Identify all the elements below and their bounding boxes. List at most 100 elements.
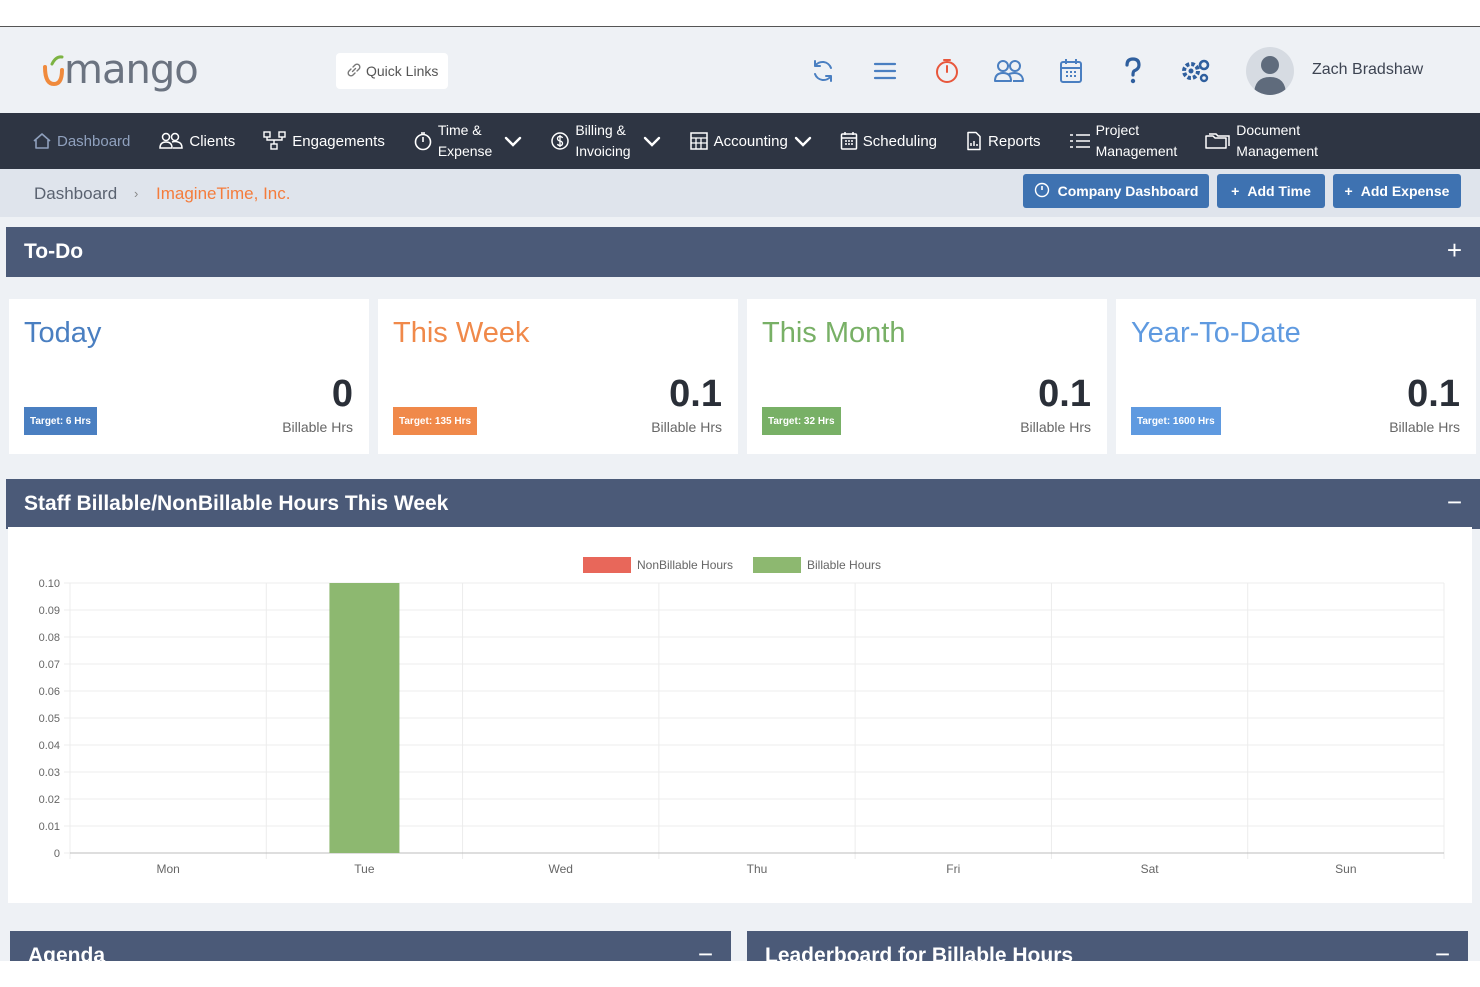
y-tick-label: 0.04	[39, 740, 60, 752]
nav-billing-line1: Billing &	[575, 122, 626, 138]
nav-billing-invoicing-label: Billing & Invoicing	[575, 120, 630, 162]
y-tick-label: 0.08	[39, 632, 60, 644]
collapse-icon[interactable]: −	[1434, 939, 1450, 961]
add-time-button[interactable]: + Add Time	[1217, 174, 1325, 208]
breadcrumb-home-link[interactable]: Dashboard	[34, 184, 118, 203]
add-time-label: Add Time	[1247, 183, 1311, 199]
collapse-icon[interactable]: −	[697, 939, 713, 961]
x-tick-label: Sun	[1335, 862, 1356, 876]
y-tick-label: 0.09	[39, 605, 60, 617]
y-tick-label: 0.05	[39, 713, 60, 725]
breadcrumb-current-company[interactable]: ImagineTime, Inc.	[156, 184, 291, 203]
calendar-icon[interactable]	[1048, 51, 1094, 91]
nav-accounting-label: Accounting	[713, 132, 788, 150]
stat-card-this-week: This Week Target: 135 Hrs 0.1 Billable H…	[378, 299, 738, 454]
legend-label: NonBillable Hours	[637, 558, 733, 572]
collapse-icon[interactable]: −	[1446, 487, 1462, 517]
chevron-down-icon[interactable]	[504, 135, 522, 147]
legend-swatch	[583, 557, 631, 573]
link-icon	[346, 62, 362, 81]
nav-time-expense[interactable]: Time & Expense	[413, 120, 522, 162]
x-tick-label: Wed	[548, 862, 572, 876]
quick-links-label: Quick Links	[366, 63, 439, 79]
x-tick-label: Sat	[1141, 862, 1160, 876]
y-tick-label: 0	[54, 848, 60, 860]
x-tick-label: Fri	[946, 862, 960, 876]
nav-project-management[interactable]: Project Management	[1069, 120, 1177, 162]
plus-icon: +	[1344, 183, 1353, 199]
card-title: Today	[24, 317, 102, 349]
quick-links-button[interactable]: Quick Links	[336, 53, 449, 89]
nav-clients[interactable]: Clients	[158, 132, 235, 150]
home-icon	[32, 132, 52, 150]
nav-reports-label: Reports	[988, 132, 1041, 150]
staff-hours-chart-area: 0 0.01 0.02 0.03 0.04 0.05 0.06 0.07 0.08 0.09 0.1…	[8, 527, 1472, 903]
logo-text: mango	[64, 47, 199, 93]
billable-hours-unit: Billable Hrs	[1020, 419, 1091, 435]
nav-accounting[interactable]: Accounting	[689, 131, 812, 151]
x-tick-label: Thu	[747, 862, 768, 876]
card-title: This Month	[762, 317, 906, 349]
nav-scheduling-label: Scheduling	[862, 132, 938, 150]
nav-document-management[interactable]: Document Management	[1205, 120, 1318, 162]
help-icon[interactable]	[1110, 51, 1156, 91]
add-expense-button[interactable]: + Add Expense	[1333, 174, 1461, 208]
chevron-down-icon[interactable]	[794, 135, 812, 147]
report-icon	[965, 131, 983, 151]
task-list-icon	[1069, 132, 1091, 150]
target-badge: Target: 135 Hrs	[393, 407, 478, 435]
nav-time-expense-label: Time & Expense	[438, 120, 492, 162]
settings-icon[interactable]	[1172, 51, 1218, 91]
nav-billing-invoicing[interactable]: Billing & Invoicing	[550, 120, 660, 162]
leaderboard-panel-header[interactable]: Leaderboard for Billable Hours −	[747, 931, 1468, 961]
nav-engagements-label: Engagements	[292, 132, 385, 150]
company-dashboard-button[interactable]: Company Dashboard	[1023, 174, 1209, 208]
menu-icon[interactable]	[862, 51, 908, 91]
nav-project-line1: Project	[1095, 122, 1140, 138]
refresh-icon[interactable]	[800, 51, 846, 91]
leaderboard-title: Leaderboard for Billable Hours	[765, 944, 1074, 961]
timer-icon[interactable]	[924, 51, 970, 91]
nav-dashboard[interactable]: Dashboard	[32, 132, 130, 150]
mango-logo[interactable]: mango	[40, 47, 199, 93]
staff-hours-panel-header[interactable]: Staff Billable/NonBillable Hours This We…	[6, 479, 1480, 529]
mango-logo-mark-icon	[40, 50, 66, 90]
folder-icon	[1205, 131, 1231, 151]
nav-time-expense-line1: Time &	[437, 122, 482, 138]
billable-hours-unit: Billable Hrs	[1389, 419, 1460, 435]
nav-document-management-label: Document Management	[1236, 120, 1318, 162]
users-icon[interactable]	[986, 51, 1032, 91]
expand-icon[interactable]: +	[1446, 235, 1462, 265]
target-badge: Target: 6 Hrs	[24, 407, 97, 435]
y-tick-label: 0.03	[39, 767, 60, 779]
user-avatar[interactable]	[1246, 47, 1294, 95]
billable-hours-value: 0.1	[1038, 373, 1091, 415]
nav-dashboard-label: Dashboard	[57, 132, 131, 150]
nav-engagements[interactable]: Engagements	[263, 131, 385, 151]
legend-swatch	[753, 557, 801, 573]
clients-icon	[158, 132, 184, 150]
x-tick-label: Mon	[156, 862, 179, 876]
y-tick-label: 0.07	[39, 659, 60, 671]
user-name[interactable]: Zach Bradshaw	[1312, 61, 1424, 78]
legend-label: Billable Hours	[807, 558, 881, 572]
stat-card-today: Today Target: 6 Hrs 0 Billable Hrs	[9, 299, 369, 454]
calculator-icon	[689, 131, 709, 151]
nav-scheduling[interactable]: Scheduling	[840, 131, 937, 151]
staff-hours-title: Staff Billable/NonBillable Hours This We…	[24, 492, 449, 515]
agenda-panel-header[interactable]: Agenda −	[10, 931, 731, 961]
nav-clients-label: Clients	[189, 132, 236, 150]
todo-panel-header[interactable]: To-Do +	[6, 227, 1480, 277]
target-badge: Target: 32 Hrs	[762, 407, 841, 435]
dashboard-gauge-icon	[1034, 182, 1050, 201]
schedule-icon	[840, 131, 858, 151]
engagements-icon	[263, 131, 287, 151]
y-tick-label: 0.01	[39, 821, 60, 833]
chevron-down-icon[interactable]	[643, 135, 661, 147]
agenda-title: Agenda	[28, 944, 106, 961]
dollar-icon	[550, 131, 570, 151]
stat-card-year-to-date: Year-To-Date Target: 1600 Hrs 0.1 Billab…	[1116, 299, 1476, 454]
nav-reports[interactable]: Reports	[965, 131, 1041, 151]
header-icon-bar	[800, 51, 1234, 91]
billable-hours-value: 0.1	[1407, 373, 1460, 415]
